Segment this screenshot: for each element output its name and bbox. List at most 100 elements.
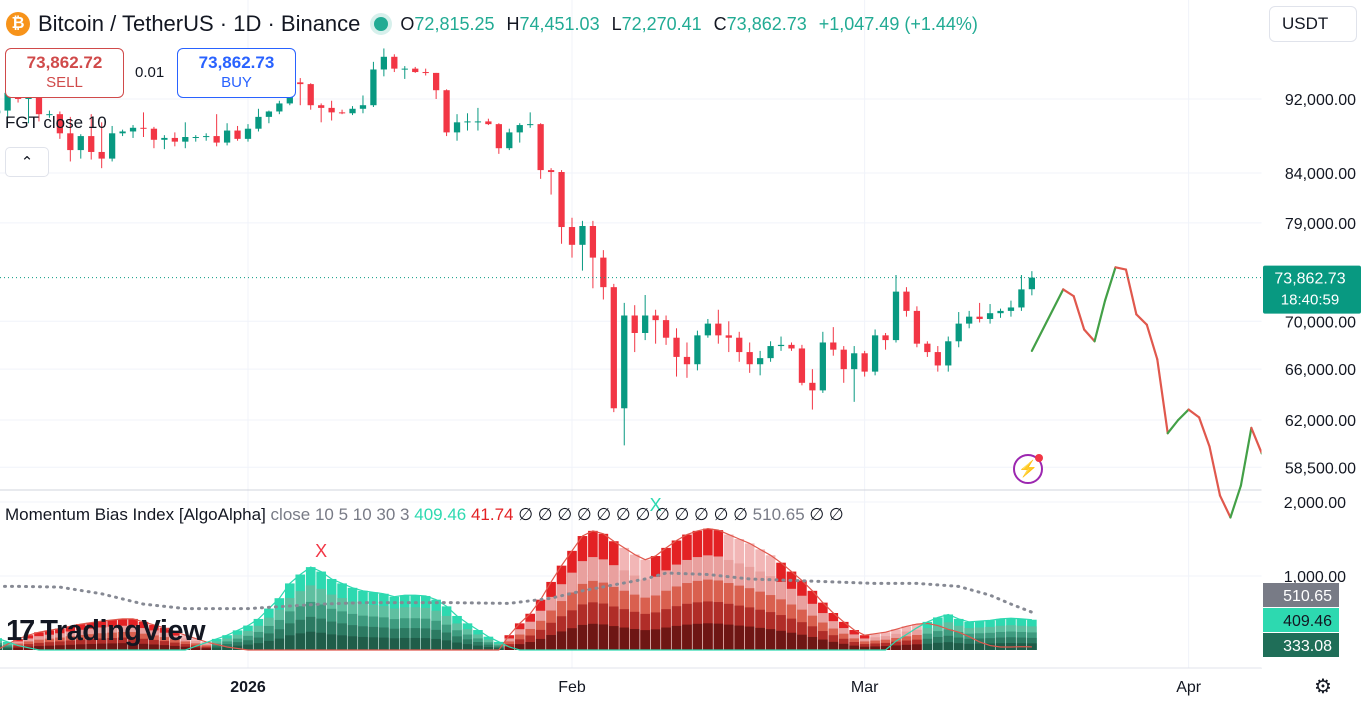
oscillator-bar: [828, 641, 839, 650]
oscillator-bar: [420, 638, 431, 650]
projection-segment: [1239, 426, 1253, 487]
candle-body: [129, 127, 137, 132]
candle-body: [642, 315, 649, 333]
indicator-legend[interactable]: Momentum Bias Index [AlgoAlpha] close 10…: [5, 505, 844, 525]
candle-body: [307, 84, 314, 106]
time-axis-label: 2026: [230, 679, 266, 696]
oscillator-bar: [483, 647, 494, 650]
overlay-legend[interactable]: FGT close 10: [5, 113, 107, 132]
oscillator-bar: [535, 638, 546, 650]
oscillator-value-tag: [1263, 633, 1339, 657]
oscillator-bar: [807, 636, 818, 650]
oscillator-histogram: [0, 528, 1037, 650]
candle-body: [171, 137, 178, 142]
time-axis-label: Mar: [851, 679, 879, 696]
candle-body: [830, 342, 837, 350]
candle-body: [871, 335, 879, 372]
projection-segment: [1114, 266, 1128, 271]
close-key: C: [713, 13, 727, 34]
candle-body: [934, 352, 941, 366]
oscillator-bar: [128, 643, 138, 650]
candle-body: [704, 323, 712, 336]
sell-button[interactable]: 73,862.72 SELL: [5, 48, 124, 98]
candle-body: [359, 105, 367, 109]
candle-body: [318, 105, 325, 108]
candle-body: [1028, 277, 1036, 290]
oscillator-bar: [797, 634, 807, 650]
oscillator-axis-label: 1,000.00: [1284, 569, 1346, 586]
order-quantity[interactable]: 0.01: [135, 64, 165, 81]
chevron-up-icon[interactable]: ⌃: [5, 147, 49, 177]
candle-body: [631, 315, 638, 333]
oscillator-bar: [190, 647, 201, 650]
oscillator-bar: [326, 634, 337, 650]
price-change: +1,047.49 (+1.44%): [818, 13, 978, 34]
projection-segment: [1145, 323, 1159, 361]
projection-segment: [1156, 358, 1169, 435]
oscillator-axis-label: 2,000.00: [1284, 495, 1346, 512]
oscillator-bar: [399, 637, 410, 650]
indicator-empty-values-2: ∅ ∅: [809, 505, 844, 524]
oscillator-value-tag-text: 510.65: [1283, 588, 1332, 605]
candle-body: [600, 257, 607, 288]
indicator-name: Momentum Bias Index [AlgoAlpha]: [5, 505, 266, 524]
projection-segment: [1229, 484, 1243, 519]
price-axis-label: 79,000.00: [1285, 216, 1356, 233]
oscillator-bar: [201, 648, 212, 650]
oscillator-bar: [462, 644, 473, 650]
candle-body: [715, 323, 722, 336]
oscillator-bar: [932, 642, 943, 650]
candle-body: [809, 382, 816, 391]
price-axis-label: 70,000.00: [1285, 314, 1356, 331]
oscillator-bar: [65, 644, 76, 650]
candle-body: [986, 313, 994, 319]
projection-segment: [1208, 445, 1222, 497]
oscillator-value-tag-text: 333.08: [1283, 638, 1332, 655]
projection-segment: [1197, 416, 1211, 448]
oscillator-bar: [86, 643, 97, 650]
oscillator-bar: [75, 644, 86, 650]
projection-segment: [1166, 418, 1180, 435]
price-axis-label: 66,000.00: [1285, 362, 1356, 379]
projection-segment: [1177, 408, 1190, 422]
oscillator-bar: [96, 643, 107, 650]
oscillator-bar: [682, 624, 692, 650]
candle-body: [474, 121, 482, 123]
candle-body: [840, 349, 847, 370]
candle-body: [558, 172, 565, 228]
candle-body: [589, 226, 597, 258]
candle-body: [725, 335, 732, 338]
bitcoin-icon: ₿: [6, 12, 30, 36]
buy-button[interactable]: 73,862.73 BUY: [177, 48, 296, 98]
oscillator-bar: [818, 639, 828, 650]
candle-body: [621, 315, 628, 409]
candle-body: [892, 291, 900, 341]
projection-segment: [1072, 295, 1086, 331]
oscillator-bar: [964, 643, 974, 650]
oscillator-bar: [13, 647, 23, 650]
currency-button[interactable]: USDT: [1269, 6, 1357, 42]
projection-segment: [1103, 266, 1117, 302]
candle-body: [223, 130, 231, 143]
candle-body: [527, 124, 534, 126]
settings-icon[interactable]: ⚙: [1314, 675, 1332, 698]
projection-segment: [1093, 299, 1107, 343]
candle-body: [108, 133, 116, 159]
oscillator-bar: [901, 644, 912, 650]
oscillator-bar: [274, 638, 285, 650]
last-price-tag: [1263, 265, 1361, 314]
oscillator-bar: [786, 632, 797, 650]
oscillator-bar: [671, 625, 682, 650]
candle-body: [401, 68, 408, 70]
oscillator-bar: [755, 627, 765, 650]
ohlc-low: L72,270.41: [612, 14, 702, 35]
lightning-icon[interactable]: ⚡: [1013, 454, 1043, 484]
symbol-title[interactable]: Bitcoin / TetherUS · 1D · Binance: [38, 11, 361, 36]
oscillator-bar: [337, 635, 347, 650]
oscillator-bar: [588, 623, 598, 650]
candle-body: [213, 136, 220, 143]
oscillator-bar: [358, 636, 368, 650]
oscillator-bar: [556, 631, 567, 650]
oscillator-marker: X: [315, 541, 327, 561]
